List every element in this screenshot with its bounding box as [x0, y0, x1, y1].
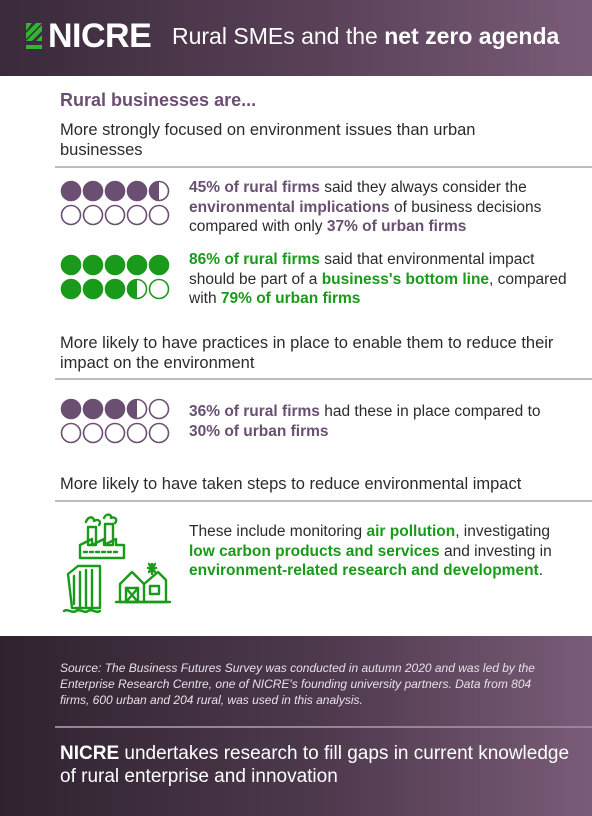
- title-bold-text: net zero agenda: [384, 23, 560, 49]
- stat-3: 36% of rural firms had these in place co…: [189, 402, 569, 441]
- source-note: Source: The Business Futures Survey was …: [60, 661, 535, 707]
- stat1-urban: 37% of urban firms: [326, 218, 467, 235]
- stat3-urban: 30% of urban firms: [189, 422, 329, 440]
- tagline: NICRE undertakes research to fill gaps i…: [60, 742, 580, 788]
- dot-rating-3: [60, 398, 175, 448]
- filled-dot: [82, 180, 104, 202]
- footer-banner: Source: The Business Futures Survey was …: [0, 636, 592, 816]
- filled-dot: [126, 254, 148, 276]
- empty-dot: [60, 422, 82, 444]
- filled-dot: [60, 180, 82, 202]
- title-text: Rural SMEs and the: [172, 23, 385, 49]
- stat-4: These include monitoring air pollution, …: [189, 522, 569, 581]
- partial-dot: [148, 180, 170, 202]
- empty-dot: [104, 204, 126, 226]
- stat1-text-b: of business decisions compared with only: [189, 198, 542, 236]
- stat3-rural: 36% of rural firms: [189, 403, 320, 420]
- dot-rating-1: [60, 180, 175, 230]
- empty-dot: [148, 204, 170, 226]
- empty-dot: [148, 422, 170, 444]
- filled-dot: [104, 254, 126, 276]
- tagline-bold: NICRE: [60, 743, 120, 764]
- stat1-highlight: environmental implications: [189, 198, 390, 216]
- header-banner: NICRE Rural SMEs and the net zero agenda: [0, 0, 592, 76]
- dot-rating-2: [60, 254, 175, 304]
- filled-dot: [126, 180, 148, 202]
- stat2-highlight: business's bottom line: [321, 270, 490, 288]
- stat4-text-a: These include monitoring: [189, 523, 367, 540]
- filled-dot: [60, 254, 82, 276]
- filled-dot: [148, 254, 170, 276]
- section-heading: Rural businesses are...: [60, 90, 257, 110]
- block1-intro: More strongly focused on environment iss…: [60, 121, 476, 159]
- logo-text: NICRE: [48, 17, 152, 55]
- filled-dot: [104, 398, 126, 420]
- dots-svg-2: [60, 254, 170, 300]
- filled-dot: [60, 398, 82, 420]
- empty-dot: [104, 422, 126, 444]
- empty-dot: [148, 278, 170, 300]
- divider: [55, 378, 592, 380]
- empty-dot: [148, 398, 170, 420]
- page-title: Rural SMEs and the net zero agenda: [172, 22, 559, 50]
- nicre-logo-mark-icon: [26, 23, 42, 49]
- empty-dot: [126, 422, 148, 444]
- dots-svg-3: [60, 398, 170, 444]
- stat4-text-d: .: [538, 562, 544, 579]
- partial-dot: [126, 278, 148, 300]
- stat-2: 86% of rural firms said that environment…: [189, 250, 569, 309]
- tagline-text: undertakes research to fill gaps in curr…: [60, 743, 570, 787]
- stat-1: 45% of rural firms said they always cons…: [189, 178, 569, 237]
- stat4-low-carbon: low carbon products and services: [189, 542, 440, 560]
- nicre-logo: NICRE: [24, 17, 152, 55]
- filled-dot: [104, 180, 126, 202]
- stat4-text-b: , investigating: [455, 523, 550, 540]
- block3-intro: More likely to have taken steps to reduc…: [60, 475, 522, 493]
- stat2-urban: 79% of urban firms: [220, 290, 361, 307]
- filled-dot: [60, 278, 82, 300]
- stat4-text-c: and investing in: [439, 542, 552, 560]
- dots-svg-1: [60, 180, 170, 226]
- filled-dot: [82, 398, 104, 420]
- divider: [55, 500, 592, 502]
- empty-dot: [82, 422, 104, 444]
- stat1-rural: 45% of rural firms: [189, 179, 320, 196]
- stat2-text-b: , compared with: [189, 270, 567, 308]
- empty-dot: [82, 204, 104, 226]
- partial-dot: [126, 398, 148, 420]
- empty-dot: [126, 204, 148, 226]
- filled-dot: [82, 254, 104, 276]
- filled-dot: [104, 278, 126, 300]
- footer-divider: [55, 726, 592, 728]
- stat1-text-a: said they always consider the: [319, 179, 527, 196]
- stat4-air-pollution: air pollution: [366, 523, 456, 540]
- stat3-text: had these in place compared to: [319, 403, 541, 420]
- divider: [55, 166, 592, 168]
- block2-intro: More likely to have practices in place t…: [60, 334, 554, 372]
- stat2-rural: 86% of rural firms: [189, 251, 320, 268]
- empty-dot: [60, 204, 82, 226]
- filled-dot: [82, 278, 104, 300]
- stat4-research: environment-related research and develop…: [189, 562, 539, 579]
- factory-farm-dam-icon: [60, 512, 172, 619]
- stat2-text-a: said that environmental impact should be…: [189, 251, 535, 288]
